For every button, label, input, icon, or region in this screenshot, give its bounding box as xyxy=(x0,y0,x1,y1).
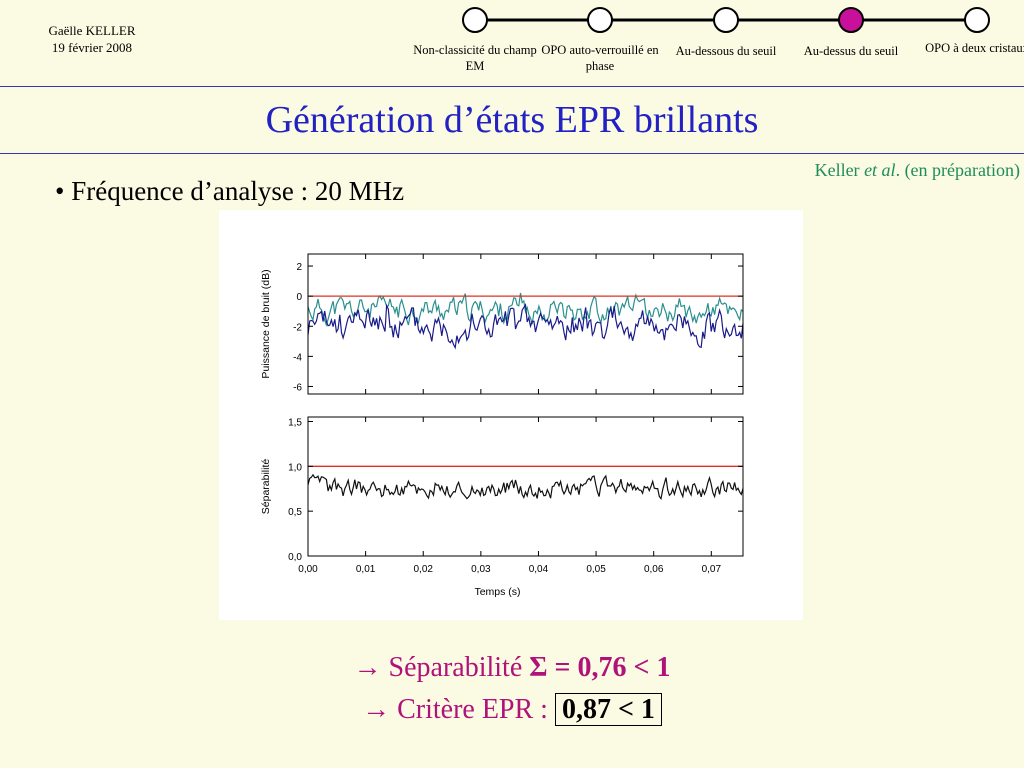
ref-rest: . (en préparation) xyxy=(895,160,1020,180)
xtick-label-4: 0,04 xyxy=(529,564,549,575)
ytick-label-0-0: 2 xyxy=(296,262,302,273)
slide-title: Génération d’états EPR brillants xyxy=(265,99,759,141)
xtick-label-6: 0,06 xyxy=(644,564,664,575)
epr-criterion-value: 0,87 < 1 xyxy=(554,693,662,726)
xtick-label-1: 0,01 xyxy=(356,564,376,575)
series-line-1-0 xyxy=(307,473,744,501)
bullet-point: • Fréquence d’analyse : 20 MHz xyxy=(55,176,405,206)
progress-node-5[interactable] xyxy=(964,7,990,33)
arrow-2-icon: → xyxy=(362,694,391,725)
result-separability: → Séparabilité Σ = 0,76 < 1 xyxy=(0,652,1024,684)
separability-text: Séparabilité xyxy=(381,652,530,683)
section-progress-nav: Non-classicité du champ EM OPO auto-verr… xyxy=(410,0,1024,86)
ytick-label-0-1: 0 xyxy=(296,292,302,303)
y-axis-label-1: Séparabilité xyxy=(260,459,272,515)
ytick-label-0-3: -4 xyxy=(293,352,302,363)
author-name: Gaëlle KELLER xyxy=(48,23,136,38)
separability-value: Σ = 0,76 < 1 xyxy=(529,652,671,683)
reference-citation: Keller et al. (en préparation) xyxy=(815,160,1020,181)
ytick-label-1-0: 1,5 xyxy=(288,417,302,428)
ytick-label-1-3: 0,0 xyxy=(288,552,302,563)
xtick-label-2: 0,02 xyxy=(413,564,433,575)
plot-frame-1 xyxy=(307,416,744,557)
arrow-1-icon: → xyxy=(353,652,382,683)
presentation-date: 19 février 2008 xyxy=(51,40,133,55)
xtick-label-5: 0,05 xyxy=(586,564,606,575)
plot-frame-0 xyxy=(307,253,744,395)
result-epr-criterion: → Critère EPR : 0,87 < 1 xyxy=(0,693,1024,726)
chart-svg: 2 0 -2 -4 -6 Puissance de bruit (dB) 1,5 1,0 0,5… xyxy=(260,253,744,598)
step-label-4[interactable]: Au-dessus du seuil xyxy=(803,44,899,58)
step-label-2[interactable]: OPO auto-verrouillé en phase xyxy=(541,43,659,73)
chart-figure: 2 0 -2 -4 -6 Puissance de bruit (dB) 1,5 1,0 0,5… xyxy=(219,210,803,620)
progress-node-4-active[interactable] xyxy=(838,7,864,33)
progress-node-1[interactable] xyxy=(462,7,488,33)
ytick-label-0-4: -6 xyxy=(293,382,302,393)
author-block: Gaëlle KELLER 19 février 2008 xyxy=(22,22,162,56)
series-line-0-1 xyxy=(307,302,744,350)
series-line-0-0 xyxy=(307,292,744,327)
x-axis-label: Temps (s) xyxy=(474,586,520,598)
header-rule-top xyxy=(0,86,1024,87)
progress-node-3[interactable] xyxy=(713,7,739,33)
progress-track xyxy=(462,7,990,33)
xtick-label-3: 0,03 xyxy=(471,564,491,575)
step-label-3[interactable]: Au-dessous du seuil xyxy=(675,44,777,58)
ref-etal: et al xyxy=(864,160,896,180)
step-label-5[interactable]: OPO à deux cristaux xyxy=(925,41,1024,55)
xtick-label-0: 0,00 xyxy=(298,564,318,575)
step-label-1[interactable]: Non-classicité du champ EM xyxy=(413,43,537,73)
header-rule-bottom xyxy=(0,153,1024,154)
ytick-label-0-2: -2 xyxy=(293,322,302,333)
ytick-label-1-1: 1,0 xyxy=(288,462,302,473)
epr-criterion-text: Critère EPR : xyxy=(390,694,555,725)
progress-node-2[interactable] xyxy=(587,7,613,33)
ytick-label-1-2: 0,5 xyxy=(288,507,302,518)
xtick-label-7: 0,07 xyxy=(702,564,722,575)
ref-author: Keller xyxy=(814,160,860,180)
y-axis-label-0: Puissance de bruit (dB) xyxy=(260,269,272,378)
